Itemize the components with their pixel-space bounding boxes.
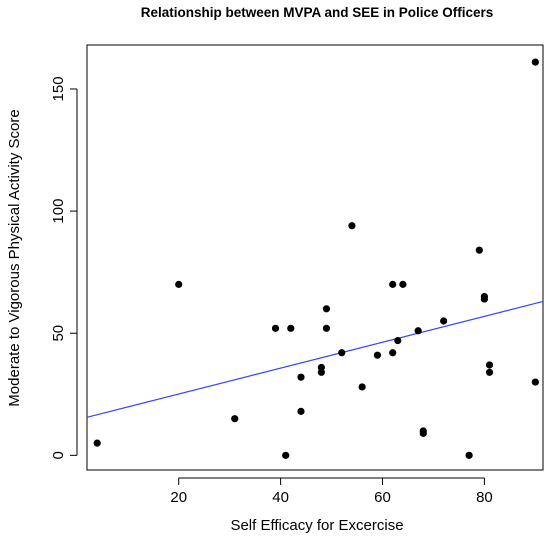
data-point xyxy=(348,222,356,230)
data-point xyxy=(531,378,539,386)
x-axis: 20 40 60 80 xyxy=(170,477,493,506)
data-point xyxy=(480,295,489,303)
y-tick-label: 150 xyxy=(50,76,67,101)
data-point xyxy=(297,373,305,381)
data-points xyxy=(93,58,539,459)
y-tick-label: 100 xyxy=(50,199,67,224)
y-axis: 0 50 100 150 xyxy=(50,76,78,460)
data-point xyxy=(271,324,280,332)
x-tick-label: 20 xyxy=(170,489,187,506)
x-tick-label: 40 xyxy=(272,489,289,506)
data-point xyxy=(394,336,402,345)
data-point xyxy=(358,383,366,391)
data-point xyxy=(231,415,239,423)
x-tick-label: 80 xyxy=(476,489,493,506)
y-axis-label: Moderate to Vigorous Physical Activity S… xyxy=(6,109,23,406)
data-point xyxy=(287,324,295,332)
y-tick-label: 0 xyxy=(50,451,67,459)
data-point xyxy=(440,317,448,325)
data-point xyxy=(317,368,325,376)
data-point xyxy=(475,246,483,254)
data-point xyxy=(485,361,494,369)
data-point xyxy=(531,58,539,66)
regression-line xyxy=(86,300,544,418)
data-point xyxy=(322,305,331,313)
data-point xyxy=(175,280,183,288)
data-point xyxy=(297,407,305,415)
data-point xyxy=(399,280,407,288)
chart-title: Relationship between MVPA and SEE in Pol… xyxy=(141,5,494,20)
data-point xyxy=(419,429,427,437)
data-point xyxy=(373,351,382,359)
data-point xyxy=(389,349,397,357)
data-point xyxy=(389,280,397,288)
plot-frame xyxy=(86,44,544,471)
data-point xyxy=(414,327,422,335)
x-tick-label: 60 xyxy=(374,489,391,506)
data-point xyxy=(338,349,346,357)
data-point xyxy=(282,451,290,459)
data-point xyxy=(93,439,101,447)
y-tick-label: 50 xyxy=(50,325,67,342)
data-point xyxy=(322,324,331,332)
data-point xyxy=(465,451,473,459)
x-axis-label: Self Efficacy for Excercise xyxy=(230,517,403,534)
data-point xyxy=(485,368,494,376)
